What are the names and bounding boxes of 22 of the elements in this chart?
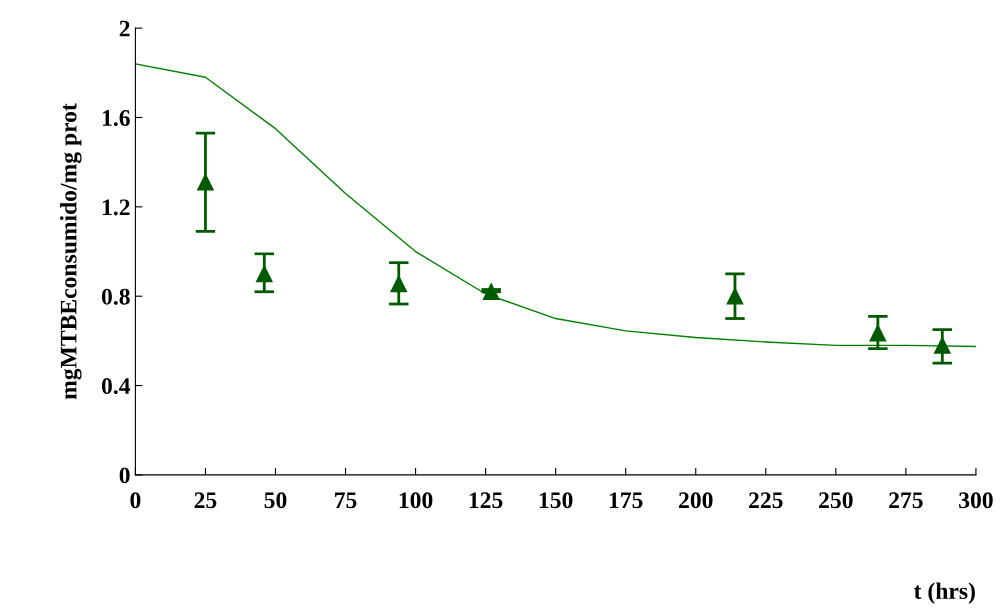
x-tick-label: 100 [399,492,433,509]
x-tick-label: 200 [679,492,713,509]
x-tick-label: 300 [959,492,993,509]
y-axis-title: mgMTBEconsumido/mg prot [59,103,82,400]
y-tick-label: 0.4 [101,378,131,395]
y-tick-label: 0.8 [101,288,130,305]
x-tick-label: 25 [194,492,217,509]
y-tick-label: 2 [119,20,130,37]
x-tick-label: 75 [335,492,357,509]
x-tick-label: 150 [539,492,573,509]
x-tick-label: 0 [130,492,141,509]
y-tick-label: 1.2 [102,199,130,216]
x-tick-label: 250 [819,492,853,509]
x-tick-label: 225 [749,492,783,509]
line-series [135,63,976,348]
x-axis-title: t (hrs) [914,582,975,604]
x-tick-label: 275 [889,492,923,509]
y-tick-label: 1.6 [102,110,130,127]
x-tick-label: 125 [469,492,503,509]
y-tick-label: 0 [119,467,130,484]
x-tick-label: 175 [609,492,643,509]
x-tick-label: 50 [264,492,287,509]
